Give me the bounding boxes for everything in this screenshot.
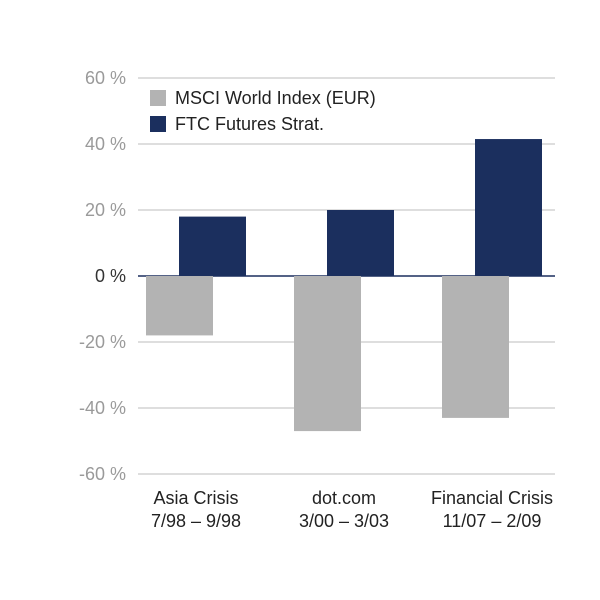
category-period-label: 7/98 – 9/98 [151,511,241,531]
legend-swatch [150,116,166,132]
bar-msci-2 [442,276,509,418]
category-period-label: 3/00 – 3/03 [299,511,389,531]
legend-swatch [150,90,166,106]
category-label: dot.com [312,488,376,508]
y-tick-label: 20 % [85,200,126,220]
category-period-label: 11/07 – 2/09 [443,511,542,531]
x-axis-categories: Asia Crisis 7/98 – 9/98 dot.com 3/00 – 3/03… [151,488,553,531]
bar-msci-0 [146,276,213,336]
bar-msci-1 [294,276,361,432]
bar-ftc-0 [179,216,246,276]
category-label: Asia Crisis [153,488,238,508]
bar-ftc-2 [475,139,542,276]
y-tick-label: 60 % [85,68,126,88]
category-label: Financial Crisis [431,488,553,508]
y-tick-label: -20 % [79,332,126,352]
y-axis-ticks: 60 % 40 % 20 % 0 % -20 % -40 % -60 % [79,68,126,484]
y-tick-label: -60 % [79,464,126,484]
legend-label: MSCI World Index (EUR) [175,88,376,108]
y-tick-label: 40 % [85,134,126,154]
y-tick-label: 0 % [95,266,126,286]
y-tick-label: -40 % [79,398,126,418]
bar-ftc-1 [327,210,394,276]
legend-label: FTC Futures Strat. [175,114,324,134]
legend: MSCI World Index (EUR) FTC Futures Strat. [150,88,376,134]
bars [146,139,542,432]
